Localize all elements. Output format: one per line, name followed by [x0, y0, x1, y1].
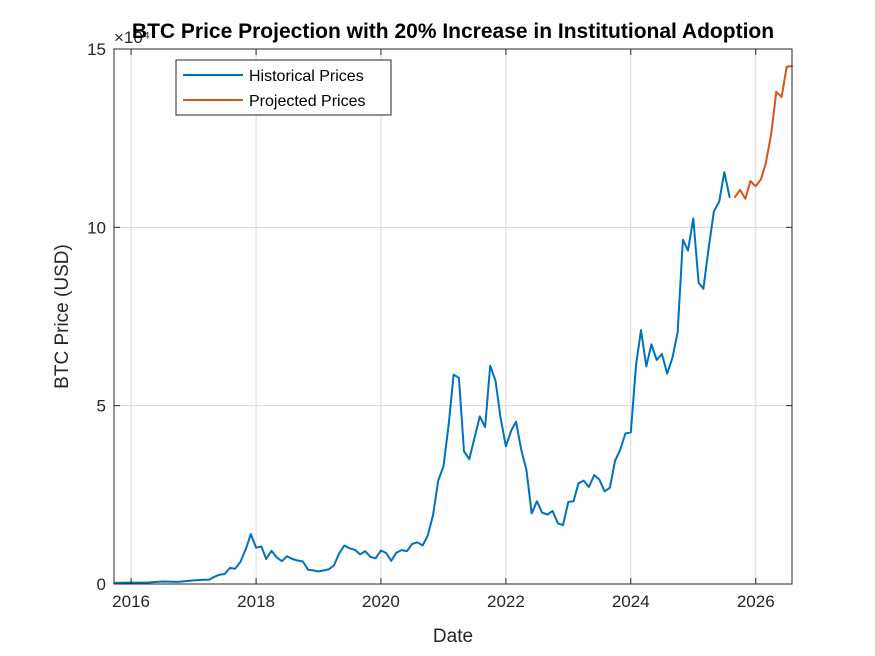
- y-tick-label: 5: [97, 397, 106, 416]
- x-axis-label: Date: [433, 626, 473, 647]
- legend-label-historical: Historical Prices: [249, 68, 364, 85]
- series-lines: [114, 65, 793, 584]
- x-tick-label: 2016: [112, 592, 150, 611]
- x-tick-label: 2022: [487, 592, 525, 611]
- plot-area: [114, 49, 792, 584]
- series-line-historical: [114, 171, 731, 584]
- x-tick-label: 2018: [237, 592, 275, 611]
- chart-title: BTC Price Projection with 20% Increase i…: [132, 20, 774, 43]
- y-tick-label: 10: [87, 218, 106, 237]
- y-axis-label: BTC Price (USD): [52, 244, 73, 389]
- y-tick-label: 0: [97, 575, 106, 594]
- axes-frame: [113, 48, 793, 585]
- y-tick-label: 15: [87, 40, 106, 59]
- y-exponent-label: ×10⁴: [114, 28, 150, 47]
- x-tick-label: 2024: [612, 592, 650, 611]
- series-line-projected: [733, 65, 793, 200]
- x-tick-label: 2026: [737, 592, 775, 611]
- legend-label-projected: Projected Prices: [249, 93, 366, 110]
- x-tick-label: 2020: [362, 592, 400, 611]
- axis-ticks: 2016 2018 2020 2022 2024 2026 0 5 10 15: [87, 40, 792, 611]
- legend: Historical Prices Projected Prices: [175, 59, 392, 116]
- legend-box: [175, 59, 392, 116]
